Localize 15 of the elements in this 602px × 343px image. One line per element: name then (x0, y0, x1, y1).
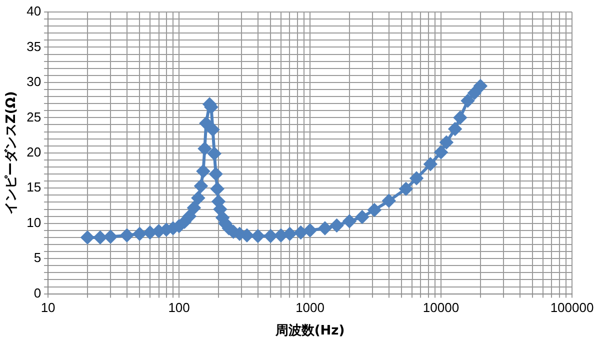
y-tick-label: 40 (26, 4, 42, 19)
y-axis-title: インピーダンスZ(Ω) (4, 91, 20, 215)
x-tick-label: 10000 (422, 300, 460, 316)
y-tick-label: 30 (26, 74, 42, 90)
y-tick-label: 20 (26, 144, 42, 160)
y-tick-label: 5 (34, 250, 42, 266)
x-tick-label: 100000 (550, 300, 594, 316)
x-tick-label: 100 (168, 300, 190, 316)
y-tick-label: 25 (26, 109, 42, 124)
y-tick-label: 35 (26, 38, 42, 54)
y-tick-label: 10 (26, 214, 42, 230)
y-tick-label: 15 (26, 180, 42, 195)
y-tick-label: 0 (34, 285, 42, 300)
x-tick-label: 1000 (296, 300, 324, 316)
x-axis-title: 周波数(Hz) (274, 324, 345, 339)
